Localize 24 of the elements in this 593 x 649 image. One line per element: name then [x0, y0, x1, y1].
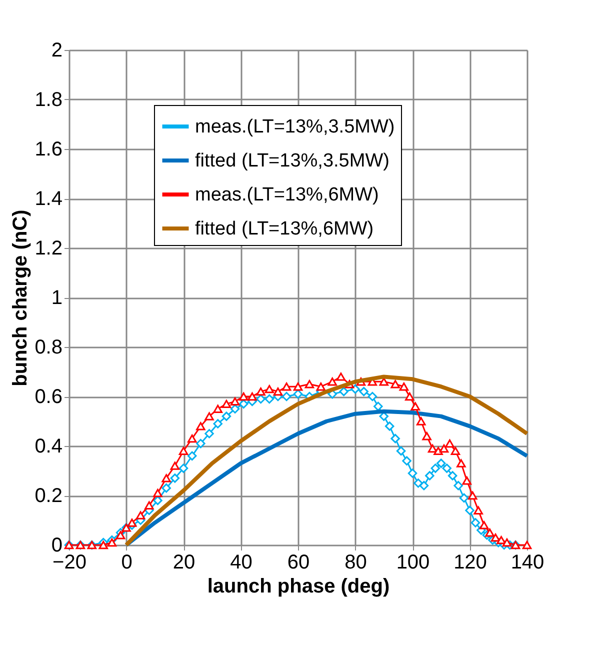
- y-tick-label: 1.6: [34, 138, 62, 160]
- y-tick-label: 1: [51, 287, 62, 309]
- y-tick-label: 0.6: [34, 386, 62, 408]
- legend-label: fitted (LT=13%,3.5MW): [195, 150, 390, 172]
- y-tick-label: 0.2: [34, 485, 62, 507]
- y-tick-label: 1.4: [34, 188, 62, 210]
- y-tick-label: 1.2: [34, 238, 62, 260]
- y-tick-label: 1.8: [34, 89, 62, 111]
- legend-label: fitted (LT=13%,6MW): [195, 218, 374, 240]
- x-axis-title: launch phase (deg): [207, 576, 390, 598]
- x-tick-label: 60: [287, 552, 310, 574]
- x-tick-label: 20: [172, 552, 196, 574]
- legend-label: meas.(LT=13%,6MW): [195, 184, 379, 206]
- y-tick-label: 2: [51, 40, 62, 62]
- x-tick-label: 100: [396, 552, 430, 574]
- x-tick-label: 80: [344, 552, 367, 574]
- y-axis-title: bunch charge (nC): [10, 210, 32, 386]
- x-tick-label: 40: [230, 552, 252, 574]
- x-tick-label: 140: [510, 552, 544, 574]
- y-tick-label: 0.4: [34, 436, 62, 458]
- legend-label: meas.(LT=13%,3.5MW): [195, 116, 395, 138]
- y-tick-label: 0.8: [34, 336, 62, 358]
- x-tick-label: 120: [454, 552, 487, 574]
- x-tick-label: 0: [121, 552, 132, 574]
